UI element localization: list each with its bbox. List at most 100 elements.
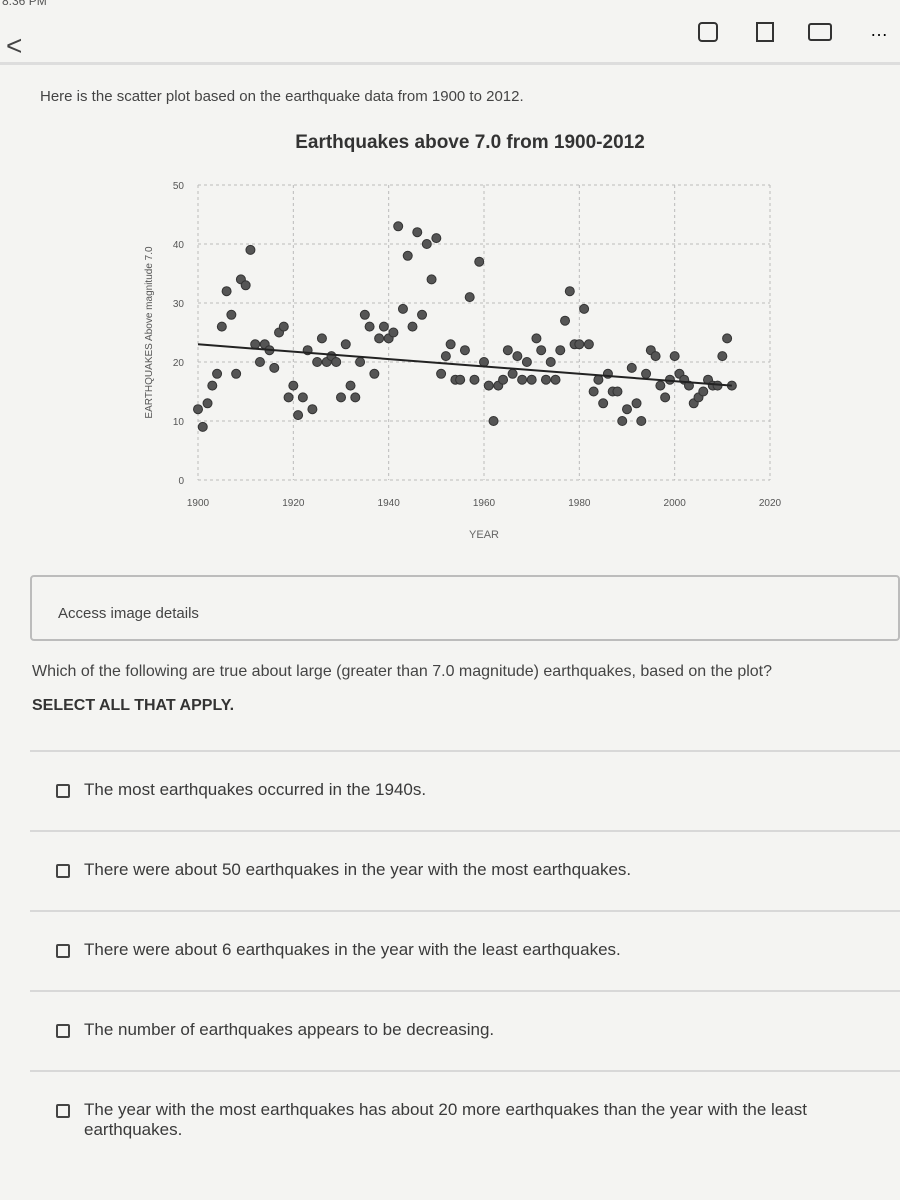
x-axis-label: YEAR — [469, 529, 499, 541]
option-text[interactable]: The number of earthquakes appears to be … — [84, 1020, 495, 1039]
data-point — [474, 256, 485, 267]
data-point — [540, 374, 551, 385]
option[interactable]: There were about 6 earthquakes in the ye… — [30, 910, 900, 990]
option[interactable]: The most earthquakes occurred in the 194… — [30, 750, 900, 830]
data-point — [226, 309, 237, 320]
data-point — [336, 392, 346, 403]
data-point — [231, 368, 242, 379]
data-point — [364, 321, 375, 332]
data-point — [498, 374, 509, 385]
delete-icon[interactable] — [756, 22, 774, 42]
data-point — [412, 227, 423, 238]
x-tick-label: 1980 — [568, 498, 591, 509]
data-point — [464, 292, 475, 303]
checkbox[interactable] — [56, 1023, 70, 1038]
data-point — [526, 374, 537, 385]
data-point — [193, 404, 203, 415]
data-point — [378, 321, 389, 332]
data-point — [488, 416, 499, 426]
y-axis-label: EARTHQUAKES Above magnitude 7.0 — [144, 246, 155, 419]
option-text[interactable]: There were about 6 earthquakes in the ye… — [84, 940, 621, 959]
data-point — [722, 333, 733, 344]
data-point — [221, 286, 232, 297]
checkbox[interactable] — [56, 1103, 70, 1118]
data-point — [202, 398, 213, 409]
data-point — [650, 351, 661, 362]
data-point — [440, 351, 451, 362]
data-point — [560, 315, 571, 326]
option-text[interactable]: The year with the most earthquakes has a… — [84, 1100, 807, 1139]
data-point — [278, 321, 289, 332]
access-details[interactable]: Access image details — [58, 605, 199, 622]
x-tick-label: 1940 — [378, 498, 401, 509]
data-point — [507, 368, 518, 379]
x-tick-label: 1900 — [187, 498, 210, 509]
data-point — [388, 327, 399, 338]
y-tick-label: 10 — [173, 417, 185, 428]
option[interactable]: The year with the most earthquakes has a… — [30, 1070, 900, 1150]
option-text[interactable]: There were about 50 earthquakes in the y… — [84, 860, 632, 879]
data-point — [293, 410, 304, 421]
data-point — [669, 351, 680, 362]
download-icon[interactable] — [698, 22, 718, 42]
data-point — [459, 345, 470, 356]
data-point — [331, 357, 342, 367]
data-point — [431, 233, 442, 244]
option-text[interactable]: The most earthquakes occurred in the 194… — [84, 780, 427, 799]
top-bar: 8:36 PM < … — [0, 0, 900, 65]
x-tick-label: 2000 — [664, 498, 687, 509]
y-tick-label: 30 — [173, 299, 185, 310]
data-point — [521, 357, 532, 367]
option[interactable]: There were about 50 earthquakes in the y… — [30, 830, 900, 910]
data-point — [583, 339, 594, 350]
data-point — [307, 404, 318, 415]
data-point — [622, 404, 632, 415]
data-point — [288, 380, 299, 391]
data-point — [593, 374, 604, 385]
data-point — [617, 416, 628, 426]
y-tick-label: 0 — [178, 476, 184, 487]
data-point — [555, 345, 566, 356]
data-point — [517, 374, 528, 385]
access-details-box[interactable]: Access image details — [30, 575, 900, 641]
x-tick-label: 1960 — [473, 498, 496, 509]
data-point — [469, 374, 480, 385]
toolbar-icons: … — [698, 20, 888, 42]
data-point — [297, 392, 308, 403]
option[interactable]: The number of earthquakes appears to be … — [30, 990, 900, 1070]
data-point — [641, 368, 652, 379]
data-point — [407, 321, 418, 332]
data-point — [369, 368, 380, 379]
data-point — [417, 309, 428, 320]
data-point — [421, 239, 432, 249]
data-point — [550, 374, 561, 385]
back-button[interactable]: < — [6, 30, 23, 61]
more-icon[interactable]: … — [870, 20, 888, 40]
data-point — [588, 386, 599, 397]
checkbox[interactable] — [56, 783, 70, 798]
data-point — [598, 398, 609, 409]
checkbox[interactable] — [56, 863, 70, 878]
data-point — [579, 303, 590, 314]
x-tick-label: 1920 — [282, 498, 305, 509]
data-point — [631, 398, 642, 409]
data-point — [216, 321, 227, 332]
data-point — [240, 280, 251, 291]
data-point — [536, 345, 547, 356]
data-point — [374, 333, 385, 344]
data-point — [626, 362, 637, 373]
data-point — [269, 362, 280, 373]
mail-icon[interactable] — [808, 23, 832, 41]
chart-title: Earthquakes above 7.0 from 1900-2012 — [295, 132, 645, 153]
checkbox[interactable] — [56, 943, 70, 958]
data-point — [393, 221, 404, 232]
data-point — [316, 333, 327, 344]
data-point — [545, 357, 556, 367]
data-point — [197, 421, 208, 432]
data-point — [564, 286, 575, 297]
data-point — [397, 303, 408, 314]
data-point — [283, 392, 294, 403]
data-point — [445, 339, 456, 350]
data-point — [254, 357, 265, 367]
data-point — [455, 374, 466, 385]
